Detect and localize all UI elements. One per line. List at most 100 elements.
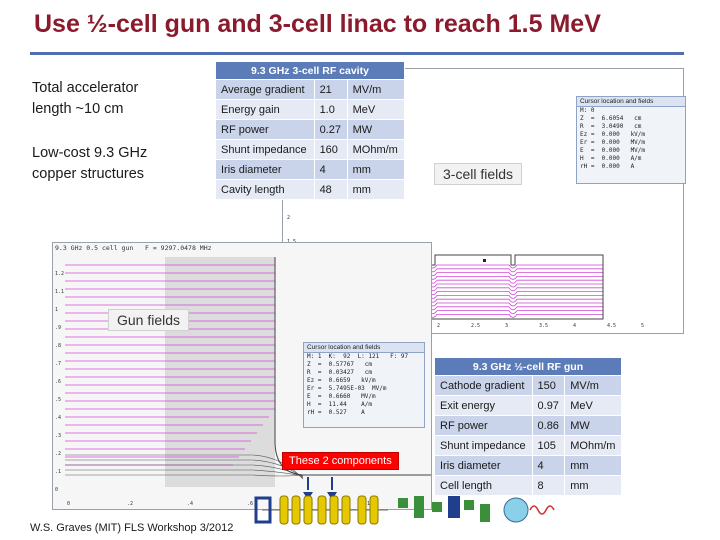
gun-shaded-region <box>165 257 275 487</box>
tick-label: 3 <box>505 323 508 329</box>
unit-cell: mm <box>346 179 406 200</box>
tick-label: 2.5 <box>471 323 480 329</box>
popup-row: M: 0 <box>580 107 595 114</box>
linac-cells-icon <box>279 495 379 525</box>
tick-label: .1 <box>55 469 61 475</box>
table-row: Cell length 8 mm <box>434 475 622 496</box>
note-line: length ~10 cm <box>32 101 124 117</box>
unit-cell: MOhm/m <box>564 435 622 456</box>
beamline-schematic <box>254 477 555 525</box>
popup-row: R = 3.0490 cm <box>580 123 642 130</box>
note-line: Low-cost 9.3 GHz <box>32 145 148 161</box>
table-row: Iris diameter 4 mm <box>215 159 406 180</box>
param-cell: Energy gain <box>215 99 315 120</box>
popup-row: Ez = 0.000 kV/m <box>580 131 646 138</box>
popup-row: Z = 6.6054 cm <box>580 115 642 122</box>
value-cell: 105 <box>531 435 566 456</box>
field-lines <box>65 264 304 480</box>
unit-cell: MV/m <box>346 79 406 100</box>
value-cell: 160 <box>313 139 348 160</box>
param-cell: RF power <box>215 119 315 140</box>
popup-row: M: 1 K: 92 L: 121 F: 97 <box>307 353 409 360</box>
table-row: Shunt impedance 105 MOhm/m <box>434 435 622 456</box>
unit-cell: MOhm/m <box>346 139 406 160</box>
note-line: Total accelerator <box>32 80 139 96</box>
tick-label: .5 <box>55 397 61 403</box>
tick-label: .7 <box>55 361 61 367</box>
gun-field-svg: 1.2 1.1 1 .9 .8 .7 .6 .5 .4 .3 .2 .1 0 0 .2 .4 .6 .8 1 <box>55 257 431 507</box>
gun-parameter-table: 9.3 GHz ½-cell RF gun Cathode gradient 1… <box>434 357 622 496</box>
slide-title: Use ½-cell gun and 3-cell linac to reach… <box>34 10 601 38</box>
popup-header: Cursor location and fields <box>304 343 424 353</box>
unit-cell: mm <box>564 475 622 496</box>
unit-cell: MeV <box>346 99 406 120</box>
tick-label: 2 <box>287 215 290 221</box>
tick-label: 5 <box>641 323 644 329</box>
field-line <box>65 474 304 477</box>
popup-row: Er = 5.7495E-03 MV/m <box>307 385 387 392</box>
tick-label: 0 <box>55 487 58 493</box>
unit-cell: MW <box>346 119 406 140</box>
param-cell: Cathode gradient <box>434 375 533 396</box>
tick-label: .4 <box>55 415 61 421</box>
tick-label: 1 <box>367 501 370 507</box>
table-row: Iris diameter 4 mm <box>434 455 622 476</box>
tick-label: .8 <box>55 343 61 349</box>
gun-table-header: 9.3 GHz ½-cell RF gun <box>434 357 622 376</box>
unit-cell: MV/m <box>564 375 622 396</box>
unit-cell: MW <box>564 415 622 436</box>
popup-row: Er = 0.000 MV/m <box>580 139 646 146</box>
param-cell: RF power <box>434 415 533 436</box>
tick-label: 1.1 <box>55 289 64 295</box>
tick-label: .3 <box>55 433 61 439</box>
value-cell: 150 <box>531 375 566 396</box>
table-row: Exit energy 0.97 MeV <box>434 395 622 416</box>
unit-cell: MeV <box>564 395 622 416</box>
popup-row: H = 11.44 A/m <box>307 401 373 408</box>
tick-label: .6 <box>55 379 61 385</box>
table-row: RF power 0.86 MW <box>434 415 622 436</box>
note-copper-structures: Low-cost 9.3 GHz copper structures <box>32 143 147 185</box>
value-cell: 21 <box>313 79 348 100</box>
undulator-magnets-icon <box>398 496 490 522</box>
gun-plot-header: 9.3 GHz 0.5 cell gun F = 9297.0478 MHz <box>55 244 212 252</box>
value-cell: 48 <box>313 179 348 200</box>
tick-label: .4 <box>187 501 193 507</box>
tick-label: .9 <box>55 325 61 331</box>
tick-label: 0 <box>67 501 70 507</box>
unit-cell: mm <box>346 159 406 180</box>
table-row: Cavity length 48 mm <box>215 179 406 200</box>
param-cell: Exit energy <box>434 395 533 416</box>
param-cell: Cavity length <box>215 179 315 200</box>
note-line: copper structures <box>32 166 145 182</box>
footer-credit: W.S. Graves (MIT) FLS Workshop 3/2012 <box>30 522 234 534</box>
tick-label: .2 <box>127 501 133 507</box>
table-row: Average gradient 21 MV/m <box>215 79 406 100</box>
three-cell-fields-label: 3-cell fields <box>434 163 523 185</box>
table-row: Cathode gradient 150 MV/m <box>434 375 622 396</box>
beam-marker <box>483 259 486 262</box>
popup-row: E = 0.6660 MV/m <box>307 393 376 400</box>
cavity-parameter-table: 9.3 GHz 3-cell RF cavity Average gradien… <box>215 61 406 200</box>
popup-row: Z = 0.57767 cm <box>307 361 373 368</box>
cavity-table-header: 9.3 GHz 3-cell RF cavity <box>215 61 405 80</box>
popup-row: R = 0.03427 cm <box>307 369 373 376</box>
popup-header: Cursor location and fields <box>577 97 685 107</box>
tick-label: 4.5 <box>607 323 616 329</box>
unit-cell: mm <box>564 455 622 476</box>
popup-row: rH = 0.527 A <box>307 409 365 416</box>
popup-row: rH = 0.000 A <box>580 163 635 170</box>
value-cell: 0.27 <box>313 119 348 140</box>
laser-interaction-icon <box>503 497 529 523</box>
cursor-fields-popup: Cursor location and fields M: 0 Z = 6.60… <box>576 96 686 184</box>
popup-row: Ez = 0.6659 kV/m <box>307 377 376 384</box>
value-cell: 0.97 <box>531 395 566 416</box>
value-cell: 4 <box>531 455 566 476</box>
xray-wave-icon <box>529 505 555 515</box>
param-cell: Iris diameter <box>434 455 533 476</box>
tick-label: 1 <box>55 307 58 313</box>
tick-label: 2 <box>437 323 440 329</box>
tick-label: 4 <box>573 323 576 329</box>
value-cell: 4 <box>313 159 348 180</box>
param-cell: Average gradient <box>215 79 315 100</box>
